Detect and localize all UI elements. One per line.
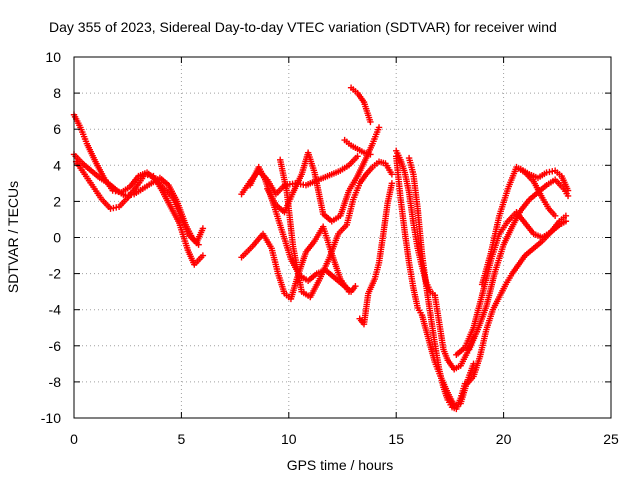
y-tick-label: 10 — [45, 49, 61, 65]
data-point — [195, 241, 202, 248]
x-tick-label: 5 — [178, 431, 186, 447]
series-track-f — [238, 223, 353, 303]
x-tick-label: 15 — [388, 431, 404, 447]
y-tick-label: -6 — [49, 338, 62, 354]
data-point — [354, 153, 361, 160]
data-point — [562, 212, 570, 220]
y-tick-label: 6 — [53, 121, 61, 137]
data-point — [367, 118, 374, 126]
y-tick-label: 8 — [53, 85, 61, 101]
y-tick-label: -4 — [49, 302, 62, 318]
series-track-b — [70, 151, 202, 248]
data-point — [551, 212, 559, 220]
y-tick-label: -10 — [41, 410, 61, 426]
y-axis-ticks: -10 -8 -6 -4 -2 0 2 4 6 8 10 — [41, 49, 611, 426]
x-axis-label: GPS time / hours — [287, 457, 394, 473]
y-tick-label: 2 — [53, 193, 61, 209]
data-point — [367, 151, 374, 158]
series-track-m — [393, 153, 477, 409]
series-track-c — [72, 158, 207, 268]
data-point — [564, 187, 572, 194]
data-point — [199, 225, 207, 232]
data-point — [388, 171, 396, 178]
series-track-j — [347, 84, 374, 126]
y-tick-label: 0 — [53, 230, 61, 246]
data-point — [345, 288, 353, 295]
y-tick-label: -8 — [49, 374, 62, 390]
x-tick-label: 0 — [70, 431, 78, 447]
series-track-r — [478, 163, 559, 288]
series-track-q — [466, 176, 572, 353]
series-track-s — [517, 165, 572, 194]
data-point — [388, 180, 396, 187]
chart-title: Day 355 of 2023, Sidereal Day-to-day VTE… — [49, 19, 557, 35]
series-track-i — [341, 136, 374, 158]
series-track-h — [277, 156, 396, 301]
data-point — [375, 124, 383, 131]
x-tick-label: 20 — [496, 431, 512, 447]
data-point — [199, 252, 207, 259]
series-track-l — [393, 147, 477, 373]
y-tick-label: -2 — [49, 266, 62, 282]
series-track-k — [356, 180, 396, 328]
x-axis-ticks: 0 5 10 15 20 25 — [70, 57, 619, 447]
y-tick-label: 4 — [53, 157, 61, 173]
y-axis-label: SDTVAR / TECUs — [5, 181, 21, 293]
data-point — [564, 192, 572, 200]
grid-lines — [74, 57, 611, 418]
x-tick-label: 25 — [603, 431, 619, 447]
data-point — [352, 283, 359, 290]
data-marks — [70, 84, 572, 413]
data-point — [562, 218, 570, 225]
x-tick-label: 10 — [281, 431, 297, 447]
